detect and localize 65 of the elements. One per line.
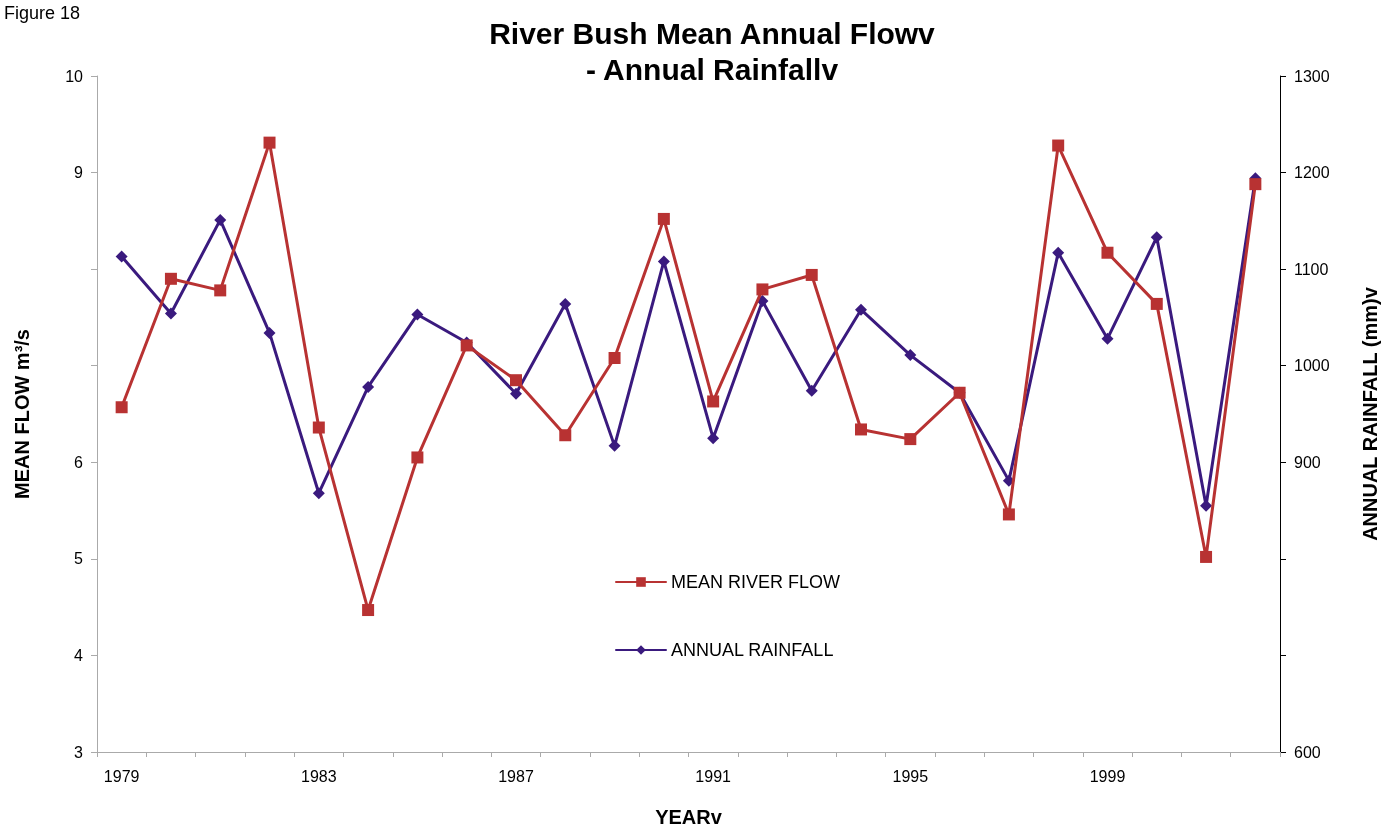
x-tick-label: 1987 [498, 767, 534, 785]
point [362, 604, 375, 617]
point [214, 284, 227, 297]
point [312, 487, 325, 500]
caption: Figure 18 [4, 3, 81, 23]
y2-axis-title: ANNUAL RAINFALL (mm)v [1359, 286, 1381, 541]
y-tick-label: 6 [74, 453, 84, 471]
point [707, 432, 720, 445]
y2-tick-label: 1200 [1294, 164, 1330, 182]
point [411, 308, 424, 321]
point [214, 213, 227, 226]
x-tick-label: 1995 [892, 767, 929, 785]
point [608, 351, 621, 364]
point [1002, 508, 1015, 521]
point [164, 272, 177, 285]
x-axis-title: YEARv [655, 806, 723, 828]
legend-label: ANNUAL RAINFALL [671, 640, 834, 660]
legend-label: MEAN RIVER FLOW [671, 572, 841, 592]
point [707, 395, 720, 408]
point [263, 136, 276, 149]
y-tick-label: 5 [74, 550, 84, 568]
chart-title: River Bush Mean Annual Flowv - Annual Rainfallv [489, 16, 936, 86]
point [904, 433, 917, 446]
point [362, 380, 375, 393]
point [559, 429, 572, 442]
point [805, 268, 818, 281]
point [904, 349, 917, 362]
point [1052, 139, 1065, 152]
point [657, 212, 670, 225]
point [1150, 297, 1163, 310]
point [855, 423, 868, 436]
point [1101, 246, 1114, 259]
point [312, 421, 325, 434]
point [1101, 332, 1114, 345]
y-tick-label: 9 [74, 164, 84, 182]
x-tick-label: 1983 [301, 767, 337, 785]
point [608, 439, 621, 452]
point [509, 374, 522, 387]
point [263, 326, 276, 339]
y2-tick-label: 1300 [1294, 67, 1330, 85]
point [559, 297, 572, 310]
y2-tick-label: 600 [1294, 743, 1321, 761]
y-tick-label: 4 [74, 646, 84, 664]
x-tick-label: 1991 [695, 767, 732, 785]
point [1249, 178, 1262, 191]
point [657, 255, 670, 268]
point [115, 250, 128, 263]
point [756, 283, 769, 296]
point [855, 303, 868, 316]
point [805, 384, 818, 397]
x-tick-label: 1999 [1089, 767, 1126, 785]
point [115, 401, 128, 414]
y-axis-title: MEAN FLOW m³/s [11, 329, 33, 499]
point [1052, 246, 1065, 259]
point [1150, 231, 1163, 244]
point [411, 451, 424, 464]
y2-tick-label: 900 [1294, 453, 1321, 471]
point [1200, 550, 1213, 563]
x-tick-label: 1979 [103, 767, 140, 785]
point [164, 307, 177, 320]
y2-tick-label: 1000 [1294, 357, 1330, 375]
y-tick-label: 10 [65, 67, 84, 85]
y-tick-label: 3 [74, 743, 84, 761]
y2-tick-label: 1100 [1294, 260, 1329, 278]
point [509, 387, 522, 400]
